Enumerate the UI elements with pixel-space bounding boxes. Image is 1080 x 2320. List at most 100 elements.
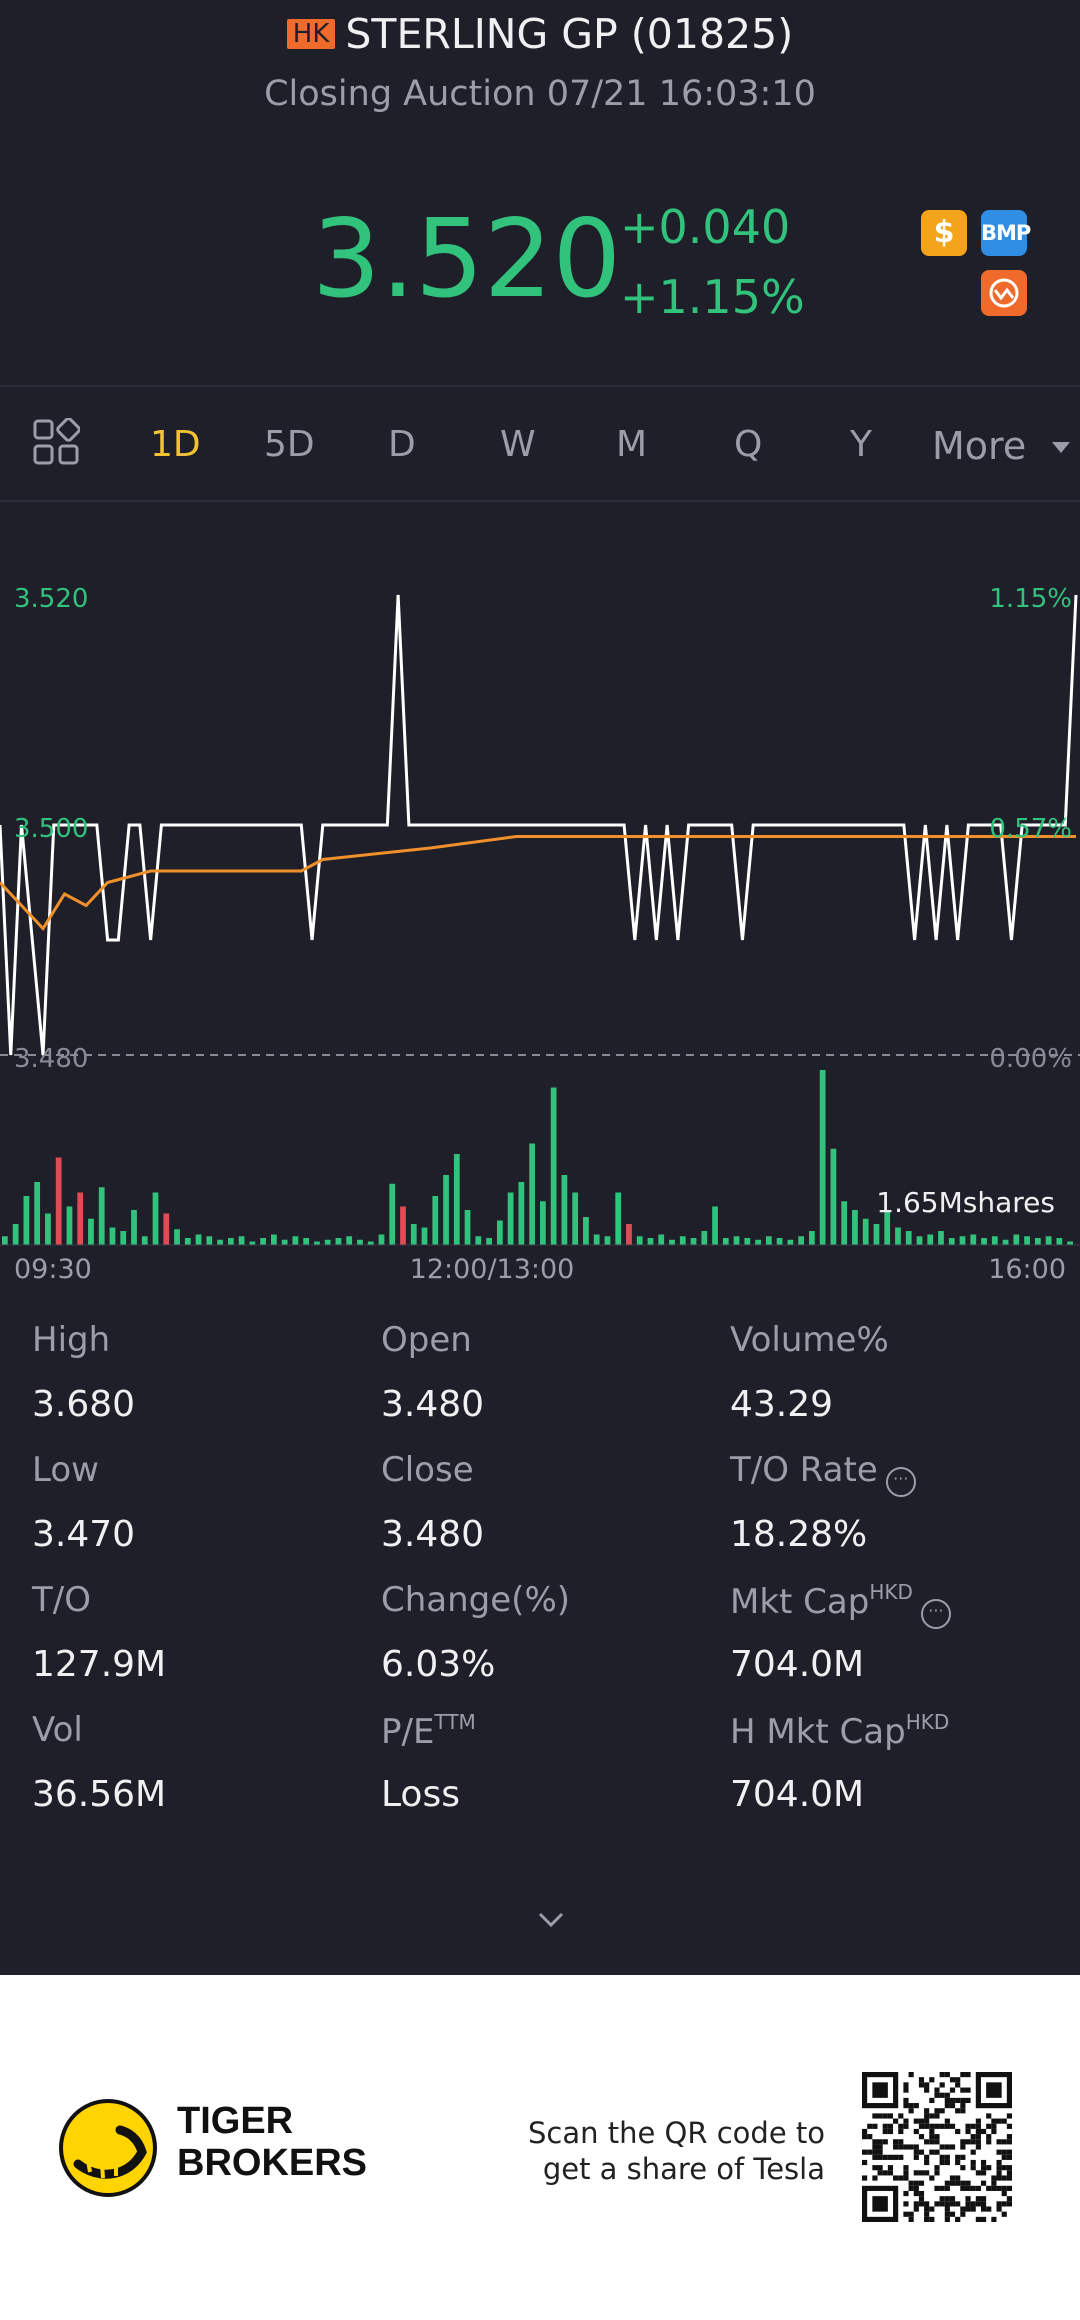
- volume-bar: [141, 1236, 148, 1245]
- qr-module: [980, 2196, 987, 2202]
- qr-module: [965, 2196, 971, 2202]
- stat-value-volume: 36.56M: [32, 1774, 167, 1815]
- x-axis-label: 12:00/13:00: [410, 1254, 575, 1280]
- qr-module: [960, 2185, 966, 2191]
- qr-module: [934, 2139, 940, 2145]
- qr-module: [996, 2149, 1002, 2155]
- stat-label-h-market-cap: H Mkt CapHKD: [730, 1710, 949, 1752]
- volume-bar: [916, 1236, 923, 1245]
- volume-bar: [98, 1187, 105, 1245]
- more-info-icon[interactable]: ···: [920, 1599, 951, 1629]
- qr-module: [918, 2196, 925, 2202]
- tab-w[interactable]: W: [500, 424, 536, 465]
- qr-module: [872, 2154, 878, 2160]
- market-badge: HK: [286, 19, 336, 49]
- stat-label-text: T/O Rate: [730, 1450, 878, 1490]
- qr-code[interactable]: [862, 2072, 1012, 2222]
- qr-module: [882, 2128, 888, 2135]
- volume-bar: [927, 1234, 934, 1245]
- volume-bar: [669, 1239, 675, 1245]
- qr-module: [934, 2108, 940, 2114]
- layout-grid-icon[interactable]: [32, 418, 80, 466]
- stat-label-text: High: [32, 1320, 111, 1360]
- volume-bar: [884, 1210, 891, 1245]
- qr-module: [996, 2185, 1002, 2191]
- qr-module: [939, 2196, 945, 2202]
- volume-bar: [184, 1238, 191, 1245]
- volume-bar: [658, 1234, 665, 1245]
- tab-more[interactable]: More: [932, 424, 1072, 468]
- qr-module: [960, 2072, 966, 2078]
- qr-module: [913, 2180, 919, 2186]
- volume-bar: [647, 1238, 654, 1245]
- qr-module: [924, 2123, 930, 2129]
- qr-module: [955, 2201, 961, 2207]
- stock-title: HK STERLING GP (01825): [0, 10, 1080, 58]
- qr-module: [996, 2201, 1002, 2207]
- tab-1d[interactable]: 1D: [150, 424, 201, 465]
- qr-module: [862, 2128, 868, 2135]
- tab-q[interactable]: Q: [734, 424, 763, 465]
- qr-module: [949, 2180, 956, 2186]
- bmp-icon[interactable]: BMP: [981, 210, 1031, 256]
- qr-module: [965, 2180, 971, 2186]
- hk-connect-icon[interactable]: [981, 270, 1027, 316]
- more-info-icon[interactable]: ···: [885, 1467, 916, 1497]
- tab-5d[interactable]: 5D: [264, 424, 315, 465]
- y-label-right: 0.57%: [989, 814, 1072, 844]
- qr-module: [996, 2170, 1002, 2176]
- qr-module: [913, 2185, 919, 2191]
- qr-finder: [872, 2196, 888, 2212]
- chevron-down-icon[interactable]: [536, 1905, 566, 1935]
- qr-module: [955, 2082, 961, 2088]
- tab-d[interactable]: D: [388, 424, 416, 465]
- qr-module: [877, 2139, 883, 2145]
- qr-module: [872, 2139, 878, 2145]
- stat-value-pe-ratio: Loss: [381, 1774, 460, 1815]
- stat-label-text: T/O: [32, 1580, 91, 1620]
- qr-module: [944, 2159, 950, 2166]
- qr-module: [924, 2108, 930, 2114]
- qr-module: [1006, 2165, 1012, 2171]
- qr-module: [975, 2196, 981, 2202]
- volume-bar: [45, 1213, 51, 1245]
- tab-m[interactable]: M: [616, 424, 648, 465]
- qr-module: [898, 2154, 904, 2160]
- qr-module: [975, 2128, 981, 2135]
- qr-module: [955, 2108, 961, 2114]
- tab-y[interactable]: Y: [850, 424, 872, 465]
- price-line: [0, 594, 1078, 1056]
- qr-module: [877, 2170, 883, 2176]
- stat-label-text: Low: [32, 1450, 99, 1490]
- qr-module: [913, 2103, 919, 2109]
- qr-module: [986, 2134, 992, 2140]
- qr-module: [903, 2103, 909, 2109]
- qr-module: [882, 2170, 888, 2176]
- qr-module: [929, 2206, 935, 2212]
- qr-module: [939, 2185, 945, 2191]
- intraday-chart[interactable]: 3.520 3.500 3.480 1.15% 0.57% 0.00% 1.65Mshare…: [0, 540, 1080, 1280]
- volume-bar: [238, 1236, 245, 1245]
- qr-module: [898, 2144, 904, 2150]
- volume-bar: [88, 1218, 94, 1245]
- stat-label-text: Change(%): [381, 1580, 571, 1620]
- stat-value-h-market-cap: 704.0M: [730, 1774, 865, 1815]
- qr-module: [991, 2175, 997, 2181]
- dollar-icon[interactable]: $: [921, 210, 967, 256]
- qr-module: [949, 2201, 956, 2207]
- qr-module: [944, 2103, 950, 2109]
- qr-module: [913, 2144, 919, 2150]
- volume-bar: [195, 1234, 202, 1245]
- qr-module: [965, 2128, 971, 2135]
- volume-bar: [77, 1192, 84, 1245]
- qr-module: [955, 2077, 961, 2083]
- qr-module: [903, 2211, 909, 2217]
- volume-bar: [1034, 1238, 1041, 1245]
- volume-bar: [776, 1238, 783, 1245]
- qr-module: [867, 2149, 873, 2155]
- qr-module: [955, 2159, 961, 2166]
- qr-module: [903, 2175, 909, 2181]
- qr-module: [949, 2077, 956, 2083]
- qr-module: [924, 2206, 930, 2212]
- qr-module: [887, 2123, 894, 2129]
